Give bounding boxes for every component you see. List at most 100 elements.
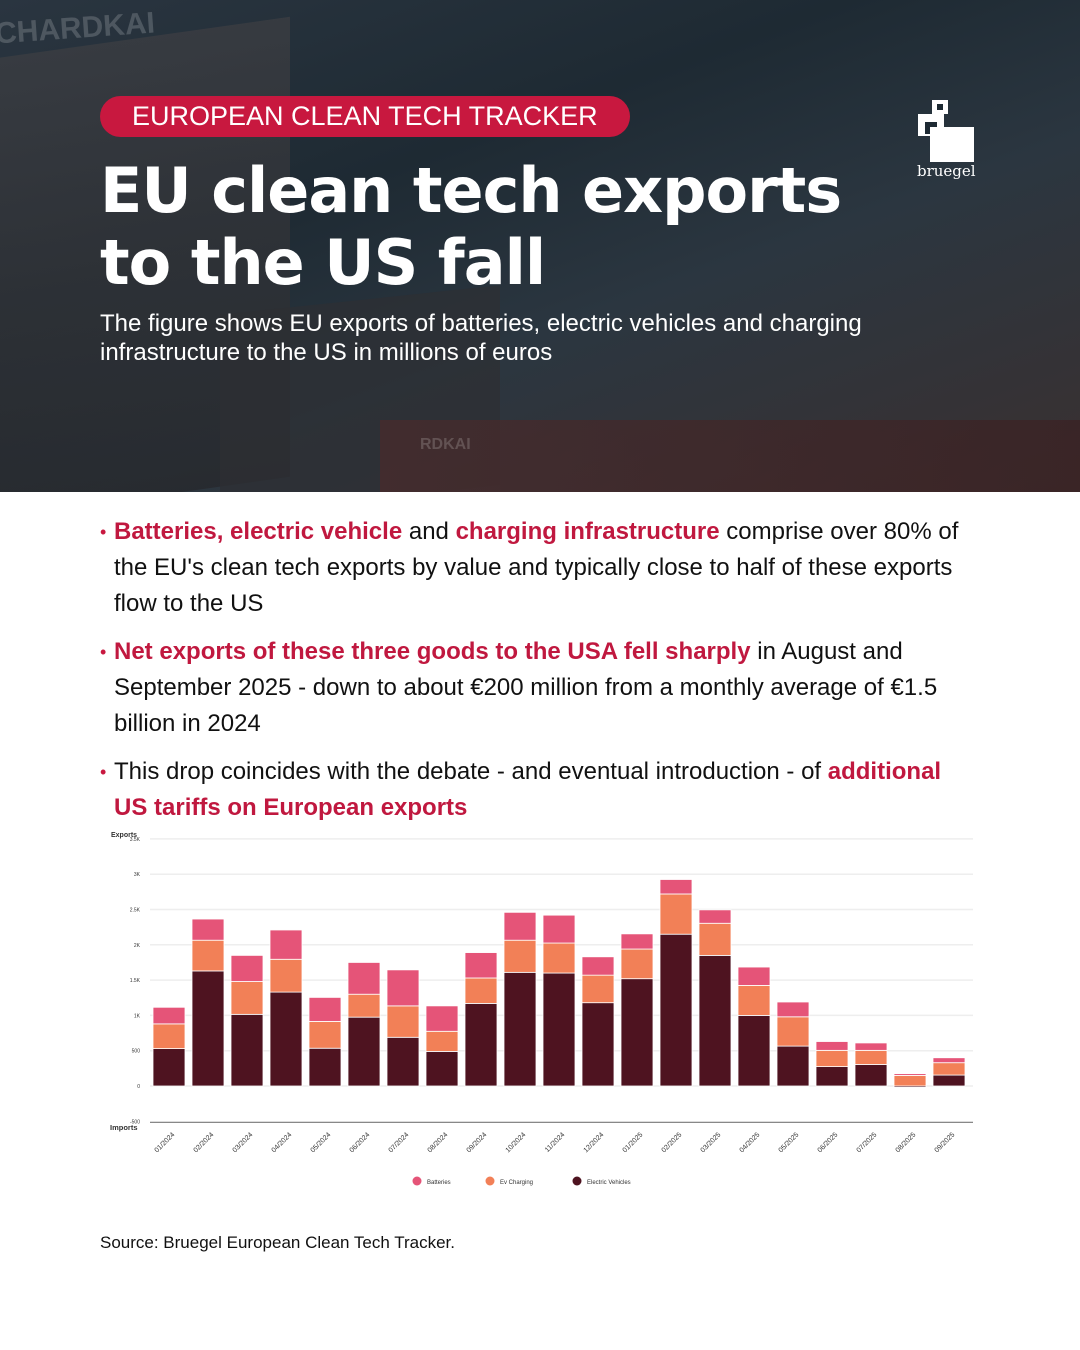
- subtitle: The figure shows EU exports of batteries…: [100, 310, 862, 366]
- bar-segment-ev-charging: [893, 1075, 927, 1087]
- background-text: RDKAI: [420, 436, 471, 453]
- x-tick-label: 10/2024: [505, 1131, 528, 1154]
- x-tick-label: 02/2024: [193, 1131, 216, 1154]
- y-tick-label: 2.5K: [130, 908, 141, 914]
- highlighted-text: additional US tariffs on European export…: [114, 758, 942, 821]
- bar-segment-batteries: [347, 962, 381, 995]
- y-label-exports: Exports: [111, 832, 137, 839]
- bar-segment-ev-charging: [308, 1021, 342, 1049]
- bar-segment-ev-charging: [269, 958, 303, 993]
- bar-segment-batteries: [620, 933, 654, 950]
- bar-segment-batteries: [776, 1001, 810, 1018]
- source-note: Source: Bruegel European Clean Tech Trac…: [100, 1233, 456, 1252]
- bar-segment-ev-charging: [230, 981, 264, 1015]
- x-tick-label: 08/2024: [427, 1131, 450, 1154]
- bar-segment-electric-vehicles: [347, 1016, 381, 1087]
- x-tick-label: 09/2024: [466, 1131, 489, 1154]
- bar-segment-electric-vehicles: [620, 978, 654, 1087]
- y-tick-label: 2K: [134, 943, 141, 949]
- highlighted-text: Net exports of these three goods to the …: [114, 638, 751, 665]
- legend-label: Ev Charging: [500, 1180, 533, 1186]
- legend-marker: [412, 1176, 422, 1186]
- bar-segment-electric-vehicles: [581, 1002, 615, 1087]
- legend-label: Electric Vehicles: [587, 1180, 631, 1186]
- bullet-text: and: [402, 518, 456, 545]
- x-tick-label: 03/2025: [700, 1131, 723, 1154]
- bar-segment-batteries: [737, 966, 771, 986]
- bar-segment-batteries: [503, 911, 537, 941]
- bar-segment-batteries: [854, 1042, 888, 1051]
- bar-segment-ev-charging: [737, 984, 771, 1016]
- x-tick-label: 03/2024: [232, 1131, 255, 1154]
- y-tick-label: -500: [130, 1119, 140, 1125]
- bar-segment-ev-charging: [503, 939, 537, 973]
- bar-segment-electric-vehicles: [503, 971, 537, 1087]
- x-tick-label: 07/2025: [856, 1131, 879, 1154]
- bar-segment-ev-charging: [191, 939, 225, 972]
- bar-segment-batteries: [152, 1006, 186, 1025]
- bar-segment-batteries: [893, 1073, 927, 1076]
- bar-segment-electric-vehicles: [230, 1013, 264, 1087]
- key-points-list: Batteries, electric vehicle and charging…: [100, 514, 980, 838]
- bar-segment-ev-charging: [581, 974, 615, 1004]
- x-tick-label: 02/2025: [661, 1131, 684, 1154]
- x-tick-label: 01/2025: [622, 1131, 645, 1154]
- bar-segment-batteries: [815, 1041, 849, 1051]
- bullet-item: Net exports of these three goods to the …: [100, 634, 980, 742]
- bar-segment-ev-charging: [347, 993, 381, 1018]
- bar-segment-batteries: [659, 879, 693, 895]
- bar-segment-ev-charging: [542, 942, 576, 974]
- x-tick-label: 01/2024: [154, 1131, 177, 1154]
- bar-segment-electric-vehicles: [698, 954, 732, 1087]
- x-tick-label: 06/2024: [349, 1131, 372, 1154]
- x-tick-label: 05/2024: [310, 1131, 333, 1154]
- x-tick-label: 11/2024: [544, 1131, 567, 1154]
- bar-segment-electric-vehicles: [659, 933, 693, 1087]
- y-tick-label: 3.5K: [130, 837, 141, 843]
- y-tick-label: 1.5K: [130, 978, 141, 984]
- bar-segment-electric-vehicles: [737, 1014, 771, 1087]
- bar-segment-batteries: [698, 909, 732, 924]
- bar-segment-electric-vehicles: [191, 970, 225, 1087]
- y-label-imports: Imports: [110, 1123, 138, 1132]
- bar-segment-ev-charging: [152, 1023, 186, 1049]
- highlighted-text: charging infrastructure: [455, 518, 720, 545]
- bar-segment-electric-vehicles: [308, 1047, 342, 1087]
- bullet-text: This drop coincides with the debate - an…: [114, 758, 828, 785]
- x-tick-label: 12/2024: [583, 1131, 606, 1154]
- bar-segment-electric-vehicles: [425, 1051, 459, 1087]
- y-tick-label: 500: [132, 1049, 141, 1055]
- bar-segment-electric-vehicles: [776, 1045, 810, 1087]
- bar-segment-ev-charging: [698, 922, 732, 956]
- bullet-text: in August and September 2025 - down to a…: [114, 638, 938, 737]
- x-tick-label: 08/2025: [895, 1131, 918, 1154]
- bar-segment-electric-vehicles: [854, 1064, 888, 1087]
- bar-segment-batteries: [386, 969, 420, 1007]
- bar-segment-batteries: [308, 996, 342, 1022]
- bar-segment-electric-vehicles: [386, 1036, 420, 1087]
- bullet-text: comprise over 80% of the EU's clean tech…: [114, 518, 959, 617]
- logo-squares-icon: [918, 100, 974, 162]
- x-tick-label: 09/2025: [934, 1131, 957, 1154]
- bar-segment-electric-vehicles: [815, 1066, 849, 1087]
- bar-segment-ev-charging: [932, 1062, 966, 1076]
- bar-segment-electric-vehicles: [269, 991, 303, 1087]
- crane-photo-shape: [380, 420, 1080, 492]
- x-tick-label: 06/2025: [817, 1131, 840, 1154]
- bar-segment-ev-charging: [815, 1049, 849, 1067]
- bar-segment-electric-vehicles: [932, 1074, 966, 1087]
- bar-segment-ev-charging: [425, 1030, 459, 1052]
- page-title: EU clean tech exports to the US fall: [100, 154, 842, 299]
- bullet-item: Batteries, electric vehicle and charging…: [100, 514, 980, 622]
- legend-label: Batteries: [427, 1180, 451, 1186]
- bar-segment-ev-charging: [854, 1049, 888, 1065]
- x-tick-label: 04/2024: [271, 1131, 294, 1154]
- bar-segment-batteries: [269, 929, 303, 960]
- bar-segment-ev-charging: [776, 1016, 810, 1047]
- y-tick-label: 3K: [134, 872, 141, 878]
- bar-segment-batteries: [542, 914, 576, 944]
- y-tick-label: 0: [137, 1084, 140, 1090]
- hero-banner: CHARDKAI RDKAI EUROPEAN CLEAN TECH TRACK…: [0, 0, 1080, 492]
- title-line: EU clean tech exports: [100, 154, 842, 227]
